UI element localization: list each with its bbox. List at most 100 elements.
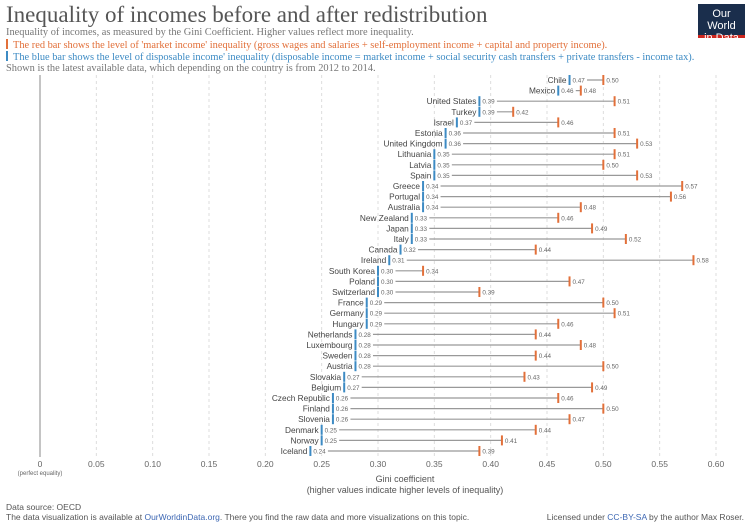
market-value-label: 0.52 (629, 237, 642, 244)
disposable-value-label: 0.29 (370, 321, 383, 328)
label-bg (346, 383, 362, 391)
label-bg (459, 118, 475, 126)
x-tick-label: 0.60 (708, 459, 725, 469)
blue-bar-legend-icon (6, 51, 8, 61)
disposable-value-label: 0.39 (482, 109, 495, 116)
label-bg (448, 129, 464, 137)
label-bg (436, 171, 452, 179)
country-label: Turkey (451, 107, 477, 117)
country-label: Hungary (332, 319, 364, 329)
market-value-label: 0.58 (696, 258, 709, 265)
market-value-label: 0.43 (527, 374, 540, 381)
disposable-value-label: 0.30 (381, 268, 394, 275)
country-label: Switzerland (332, 287, 375, 297)
disposable-value-label: 0.33 (415, 215, 428, 222)
country-label: Latvia (409, 160, 432, 170)
market-value-label: 0.42 (516, 109, 529, 116)
label-bg (560, 87, 576, 95)
x-tick-label: 0.50 (595, 459, 612, 469)
disposable-value-label: 0.27 (347, 374, 360, 381)
market-value-label: 0.48 (584, 88, 597, 95)
disposable-value-label: 0.37 (460, 120, 473, 127)
x-tick-label: 0.25 (313, 459, 330, 469)
market-value-label: 0.47 (573, 417, 586, 424)
market-value-label: 0.44 (539, 247, 552, 254)
market-value-label: 0.56 (674, 194, 687, 201)
market-value-label: 0.46 (561, 396, 574, 403)
market-value-label: 0.49 (595, 385, 608, 392)
disposable-value-label: 0.46 (561, 88, 574, 95)
country-label: Czech Republic (272, 393, 330, 403)
country-label: Israel (434, 117, 454, 127)
chart-title: Inequality of incomes before and after r… (6, 2, 488, 27)
disposable-value-label: 0.28 (358, 332, 371, 339)
country-label: Austria (327, 361, 353, 371)
country-label: Slovenia (298, 414, 330, 424)
owid-link[interactable]: OurWorldinData.org (144, 512, 220, 522)
market-value-label: 0.50 (606, 162, 619, 169)
disposable-value-label: 0.35 (437, 152, 450, 159)
label-bg (335, 415, 351, 423)
country-label: Japan (386, 223, 409, 233)
market-value-label: 0.44 (539, 332, 552, 339)
country-label: South Korea (329, 266, 376, 276)
disposable-value-label: 0.35 (437, 162, 450, 169)
market-value-label: 0.49 (595, 226, 608, 233)
country-label: Luxembourg (306, 340, 353, 350)
market-value-label: 0.46 (561, 120, 574, 127)
disposable-value-label: 0.24 (313, 449, 326, 456)
disposable-value-label: 0.26 (336, 417, 349, 424)
country-label: Sweden (322, 351, 352, 361)
label-bg (324, 426, 340, 434)
label-bg (369, 320, 385, 328)
market-value-label: 0.50 (606, 300, 619, 307)
country-label: Mexico (529, 86, 556, 96)
market-value-label: 0.50 (606, 364, 619, 371)
label-bg (380, 277, 396, 285)
x-tick-label: 0.40 (482, 459, 499, 469)
market-value-label: 0.50 (606, 78, 619, 85)
disposable-value-label: 0.25 (325, 438, 338, 445)
disposable-value-label: 0.34 (426, 194, 439, 201)
zero-note: (perfect equality) (18, 471, 63, 477)
country-label: Iceland (281, 446, 308, 456)
license-post: by the author Max Roser. (646, 512, 744, 522)
label-bg (357, 330, 373, 338)
label-bg (414, 214, 430, 222)
label-bg (403, 246, 419, 254)
red-note-text: The red bar shows the level of 'market i… (13, 40, 608, 51)
license-link[interactable]: CC-BY-SA (607, 512, 647, 522)
license-pre: Licensed under (546, 512, 608, 522)
country-label: France (338, 298, 364, 308)
market-value-label: 0.51 (618, 131, 631, 138)
country-label: New Zealand (360, 213, 409, 223)
market-value-label: 0.39 (482, 290, 495, 297)
market-value-label: 0.57 (685, 184, 698, 191)
market-value-label: 0.51 (618, 99, 631, 106)
country-label: Norway (291, 435, 320, 445)
disposable-value-label: 0.30 (381, 279, 394, 286)
country-label: Belgium (311, 382, 341, 392)
label-bg (414, 235, 430, 243)
country-label: Poland (349, 276, 375, 286)
label-bg (324, 436, 340, 444)
label-bg (369, 299, 385, 307)
country-label: Spain (410, 170, 432, 180)
label-bg (391, 256, 407, 264)
x-tick-label: 0.05 (88, 459, 105, 469)
country-label: Denmark (285, 425, 320, 435)
market-value-label: 0.34 (426, 268, 439, 275)
period-note: Shown is the latest available data, whic… (6, 63, 376, 74)
disposable-value-label: 0.34 (426, 184, 439, 191)
country-label: Canada (368, 245, 397, 255)
disposable-value-label: 0.29 (370, 300, 383, 307)
x-axis-label-2: (higher values indicate higher levels of… (307, 485, 504, 495)
market-value-label: 0.39 (482, 449, 495, 456)
country-label: Australia (388, 202, 421, 212)
x-tick-label: 0 (38, 459, 43, 469)
owid-logo[interactable]: Our World in Data (698, 4, 745, 44)
country-label: Germany (330, 308, 365, 318)
footer-rest: . There you find the raw data and more v… (219, 512, 470, 522)
label-bg (425, 203, 441, 211)
